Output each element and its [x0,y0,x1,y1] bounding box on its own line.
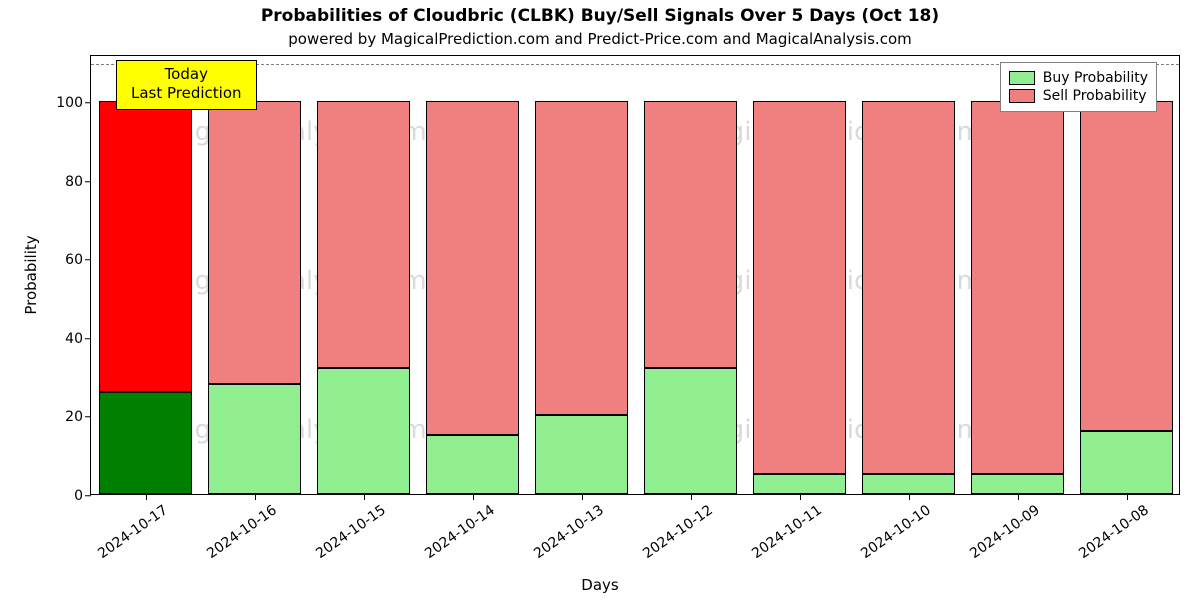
legend-swatch [1009,71,1035,85]
bar-group [99,56,193,494]
bar-group [753,56,847,494]
buy-bar [208,384,302,494]
bar-group [1080,56,1174,494]
buy-bar [753,474,847,494]
x-axis-label: Days [0,576,1200,594]
sell-bar [208,101,302,384]
sell-bar [1080,101,1174,431]
buy-bar [644,368,738,494]
buy-bar [99,392,193,494]
bars-container [91,56,1179,494]
ytick-label: 40 [65,331,91,347]
legend-label: Sell Probability [1043,88,1147,104]
buy-bar [1080,431,1174,494]
chart-title: Probabilities of Cloudbric (CLBK) Buy/Se… [0,6,1200,26]
callout-line-1: Today [131,65,242,84]
ytick-label: 100 [56,95,91,111]
bar-group [317,56,411,494]
bar-group [208,56,302,494]
chart-subtitle: powered by MagicalPrediction.com and Pre… [0,30,1200,48]
sell-bar [971,101,1065,474]
buy-bar [317,368,411,494]
bar-group [644,56,738,494]
bar-group [971,56,1065,494]
bar-group [535,56,629,494]
ytick-label: 0 [74,488,91,504]
sell-bar [317,101,411,368]
legend-label: Buy Probability [1043,70,1148,86]
sell-bar [644,101,738,368]
ytick-label: 80 [65,174,91,190]
xtick-label: 2024-10-12 [619,494,716,573]
xtick-label: 2024-10-14 [401,494,498,573]
sell-bar [862,101,956,474]
legend-item: Sell Probability [1009,88,1148,104]
bar-group [862,56,956,494]
sell-bar [426,101,520,435]
sell-bar [753,101,847,474]
sell-bar [535,101,629,415]
buy-bar [971,474,1065,494]
xtick-label: 2024-10-10 [837,494,934,573]
xtick-label: 2024-10-08 [1055,494,1152,573]
chart-figure: Probabilities of Cloudbric (CLBK) Buy/Se… [0,0,1200,600]
plot-area: MagicalAnalysis.comMagicalPrediction.com… [90,55,1180,495]
ytick-label: 60 [65,252,91,268]
ytick-label: 20 [65,409,91,425]
xtick-label: 2024-10-17 [74,494,171,573]
buy-bar [535,415,629,494]
y-axis-label: Probability [22,235,40,314]
buy-bar [862,474,956,494]
legend: Buy Probability Sell Probability [1000,62,1157,112]
xtick-label: 2024-10-09 [946,494,1043,573]
callout-line-2: Last Prediction [131,84,242,103]
xtick-label: 2024-10-15 [292,494,389,573]
legend-swatch [1009,89,1035,103]
sell-bar [99,101,193,392]
buy-bar [426,435,520,494]
xtick-label: 2024-10-11 [728,494,825,573]
legend-item: Buy Probability [1009,70,1148,86]
xtick-label: 2024-10-16 [183,494,280,573]
today-callout: Today Last Prediction [116,60,257,110]
bar-group [426,56,520,494]
xtick-label: 2024-10-13 [510,494,607,573]
